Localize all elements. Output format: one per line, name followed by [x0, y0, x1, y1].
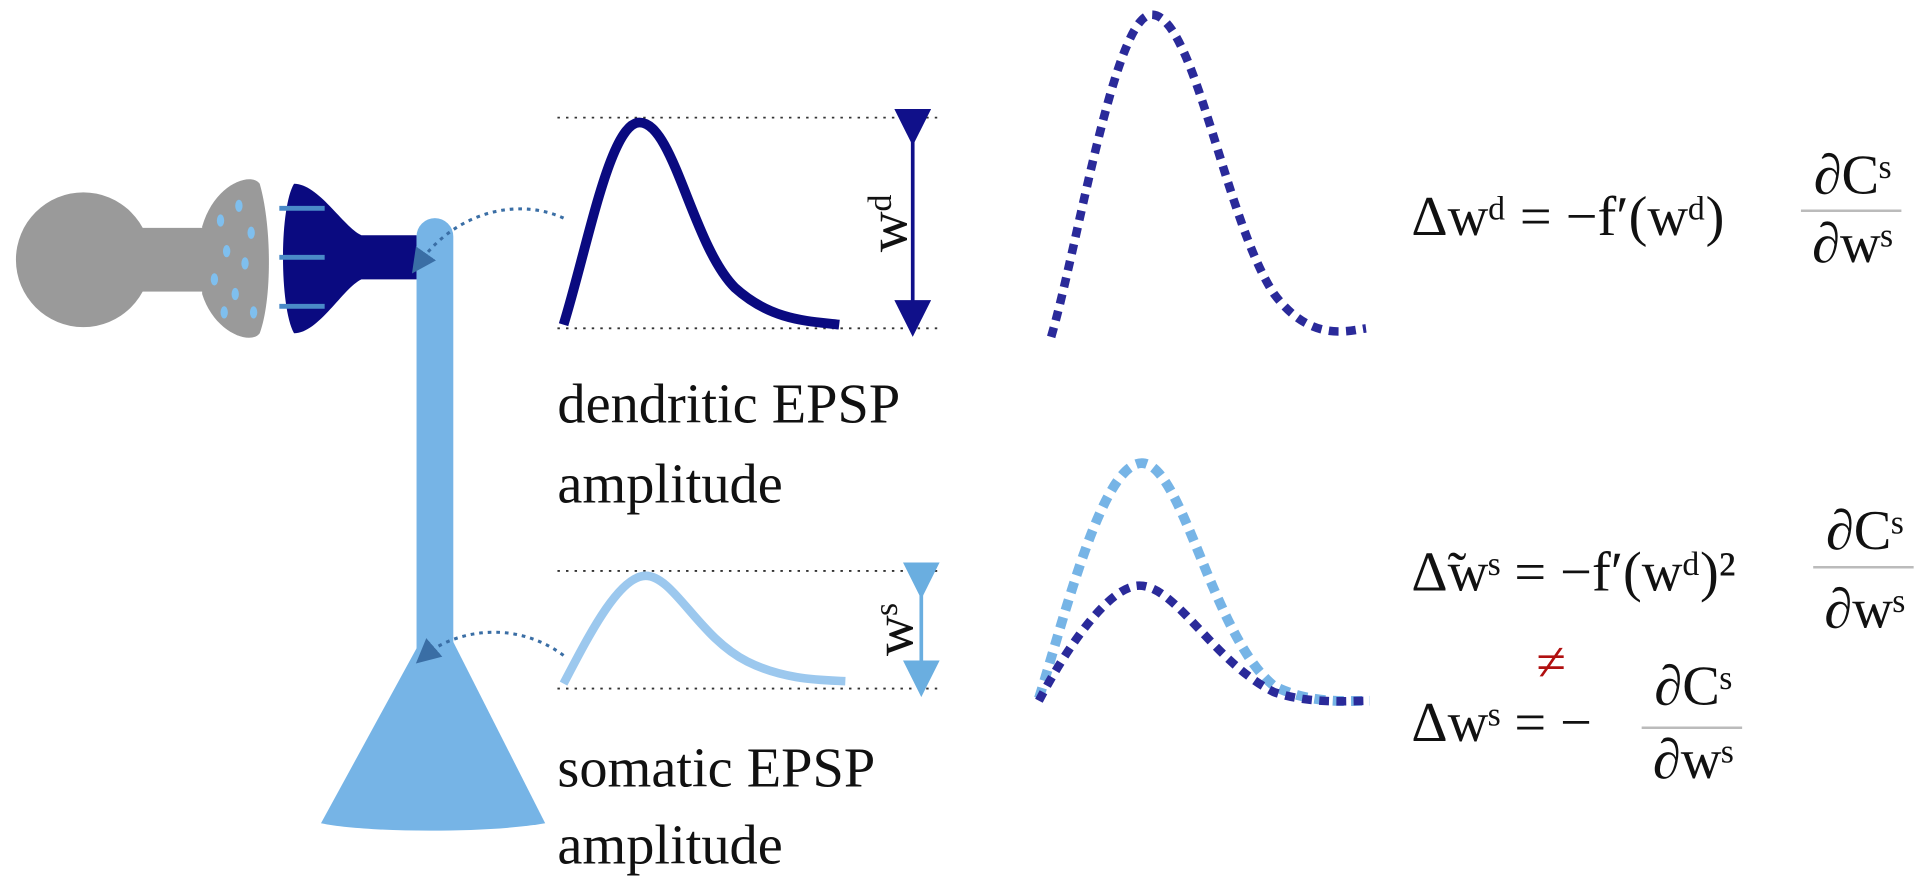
dendrite	[416, 218, 454, 672]
arrow	[411, 207, 565, 274]
dendritic-curve	[1047, 10, 1367, 339]
bouton	[202, 179, 269, 338]
numerator: ∂Cˢ	[1654, 655, 1731, 717]
equation: Δwˢ = −	[1411, 692, 1592, 754]
label: amplitude	[557, 453, 782, 515]
label: somatic EPSP	[557, 738, 875, 800]
label: amplitude	[557, 815, 782, 877]
not-equal: ≠	[1536, 632, 1566, 692]
vesicles	[210, 199, 258, 319]
numerator: ∂Cˢ	[1826, 500, 1903, 562]
numerator: ∂Cˢ	[1814, 145, 1891, 207]
denominator: ∂wˢ	[1824, 578, 1905, 640]
scaled-curve	[1035, 581, 1370, 706]
somatic-curve	[1034, 458, 1370, 706]
w-d-label: wᵈ	[858, 194, 920, 252]
presynaptic-soma	[15, 192, 151, 328]
equation: Δwᵈ = −f′(wᵈ)	[1411, 186, 1724, 248]
label: dendritic EPSP	[557, 374, 900, 436]
w-s-label: wˢ	[864, 603, 926, 656]
somatic-epsp	[559, 571, 846, 686]
arrow	[415, 630, 565, 664]
spine	[283, 183, 417, 334]
equation: Δ̃wˢ = −f′(wᵈ)²	[1411, 542, 1735, 604]
receptors	[279, 205, 325, 309]
soma	[320, 637, 546, 831]
denominator: ∂wˢ	[1653, 729, 1734, 791]
dendritic-epsp	[558, 117, 840, 330]
denominator: ∂wˢ	[1812, 213, 1893, 275]
